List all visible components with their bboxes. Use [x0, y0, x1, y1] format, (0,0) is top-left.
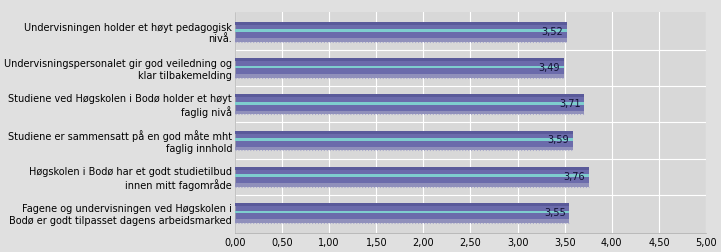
Bar: [235, 38, 567, 42]
Text: 3,59: 3,59: [548, 136, 570, 145]
Text: 3,49: 3,49: [539, 63, 560, 73]
Bar: [235, 183, 589, 187]
Bar: [235, 58, 564, 61]
Bar: [235, 66, 564, 68]
Text: 3,71: 3,71: [559, 99, 580, 109]
Bar: [235, 138, 573, 141]
Bar: [235, 203, 570, 206]
Bar: [235, 167, 589, 187]
Bar: [235, 94, 585, 98]
Bar: [235, 147, 573, 150]
Bar: [235, 131, 573, 134]
Bar: [235, 74, 564, 78]
Bar: [235, 211, 570, 213]
Bar: [235, 102, 585, 105]
Bar: [235, 203, 570, 223]
Bar: [235, 22, 567, 25]
Bar: [235, 22, 567, 42]
Bar: [235, 58, 564, 78]
Bar: [235, 174, 589, 177]
Bar: [235, 94, 585, 114]
Bar: [235, 219, 570, 223]
Text: 3,52: 3,52: [541, 27, 563, 37]
Bar: [235, 111, 585, 114]
Bar: [235, 131, 573, 150]
Bar: [235, 29, 567, 32]
Text: 3,76: 3,76: [564, 172, 585, 182]
Text: 3,55: 3,55: [544, 208, 566, 218]
Bar: [235, 167, 589, 170]
